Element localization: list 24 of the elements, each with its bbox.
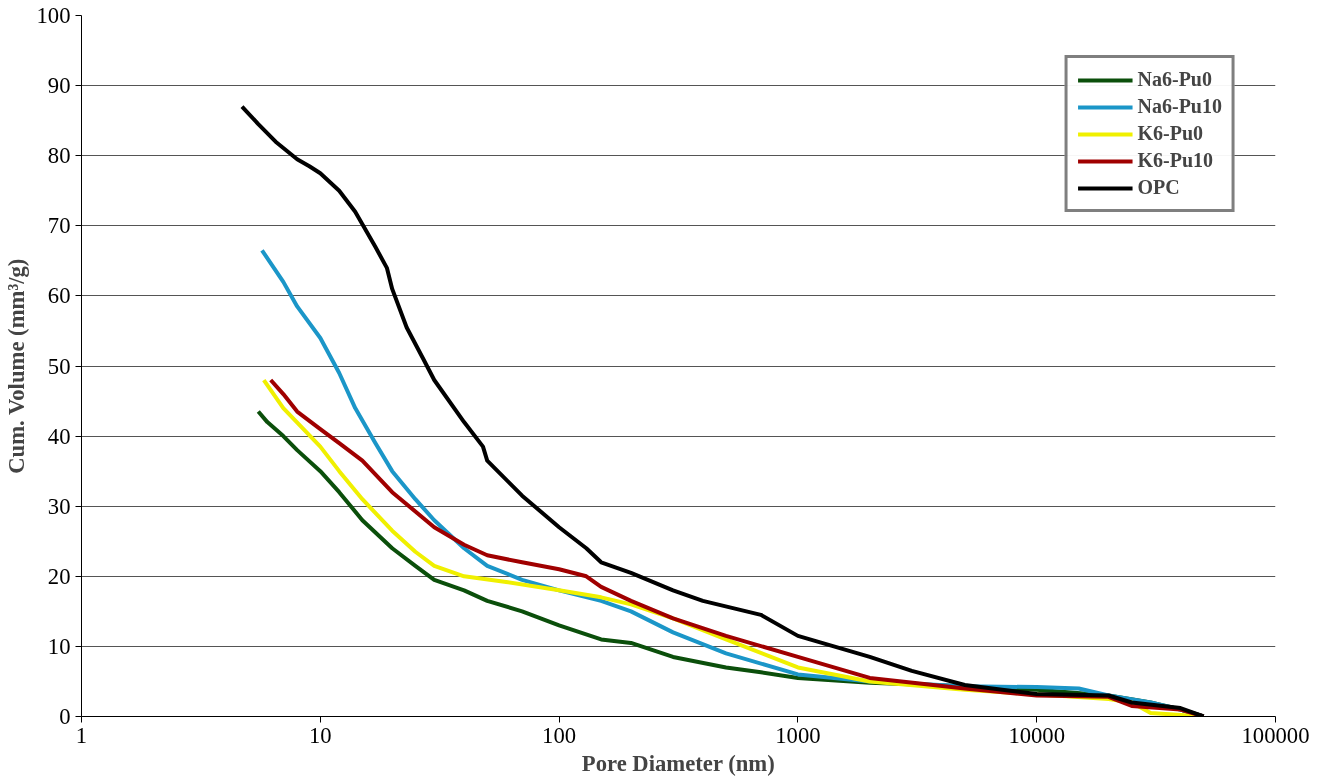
y-tick-label: 90 — [47, 73, 71, 99]
x-tick-label: 10000 — [1008, 722, 1066, 748]
y-tick-label: 70 — [47, 213, 71, 239]
x-tick-label: 100000 — [1241, 722, 1310, 748]
x-tick-label: 1 — [75, 722, 88, 748]
y-tick-label: 30 — [47, 493, 71, 519]
x-axis-title: Pore Diameter (nm) — [581, 750, 775, 776]
x-tick-label: 100 — [542, 722, 577, 748]
legend-label: OPC — [1137, 176, 1180, 199]
y-tick-label: 40 — [47, 423, 71, 449]
y-axis-title: Cum. Volume (mm³/g) — [3, 258, 29, 474]
y-tick-label: 80 — [47, 143, 71, 169]
y-tick-label: 50 — [47, 353, 71, 379]
y-tick-label: 20 — [47, 563, 71, 589]
legend-label: Na6-Pu0 — [1137, 68, 1212, 91]
x-tick-label: 10 — [308, 722, 332, 748]
y-tick-label: 10 — [47, 633, 71, 659]
y-tick-label: 60 — [47, 283, 71, 309]
legend-label: Na6-Pu10 — [1137, 95, 1222, 118]
x-tick-label: 1000 — [775, 722, 821, 748]
y-tick-label: 0 — [59, 704, 71, 729]
y-tick-label: 100 — [36, 3, 71, 28]
legend-label: K6-Pu10 — [1137, 149, 1214, 172]
legend-label: K6-Pu0 — [1137, 122, 1204, 145]
